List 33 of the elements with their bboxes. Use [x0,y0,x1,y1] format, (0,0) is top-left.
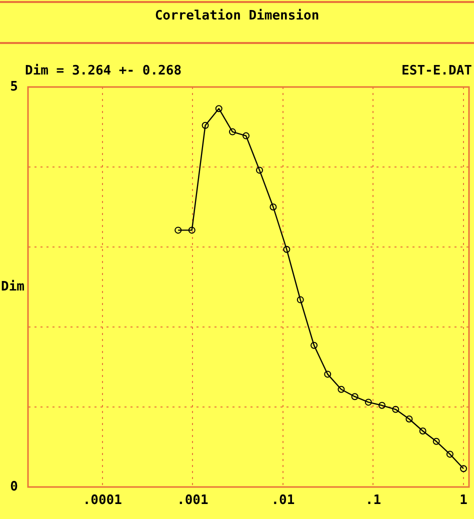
text: EST-E.DAT [402,63,472,78]
point [174,226,182,234]
x-tick-label: .01 [271,493,295,508]
x-tick-label: .1 [365,493,382,508]
point [228,128,236,136]
point [378,402,386,409]
point [406,416,413,422]
point [446,450,454,458]
point [270,204,277,210]
chart-subtitle: Dim = 3.264 +- 0.268 [25,63,182,78]
y-tick-label: 0 [10,479,18,494]
x-tick-label: 1 [460,493,468,508]
point [338,386,345,393]
point [351,393,358,400]
point [242,132,250,140]
point [324,370,332,378]
point [202,122,209,129]
point [296,296,304,304]
point [310,342,318,349]
point [364,398,372,406]
y-tick-label: 5 [10,79,18,94]
chart-title: Correlation Dimension [154,8,320,24]
point [256,166,264,174]
point [283,246,290,253]
x-tick-label: .001 [177,493,208,508]
point [432,438,440,445]
y-axis-title: Dim [1,279,25,294]
point [392,406,400,413]
point [460,465,468,472]
point [215,105,222,112]
x-tick-label: .0001 [82,493,122,508]
point [419,428,426,434]
point [188,226,196,234]
